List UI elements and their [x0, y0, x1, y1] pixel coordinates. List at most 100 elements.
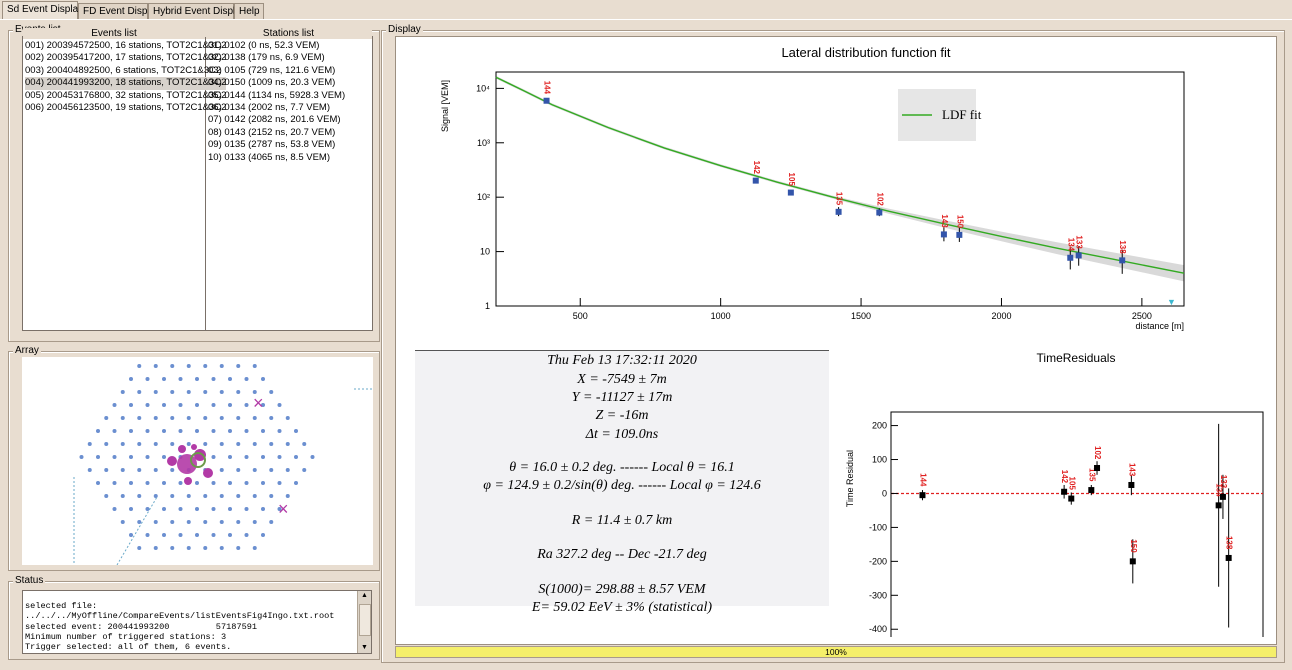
station-list-item[interactable]: 01) 0102 (0 ns, 52.3 VEM) — [208, 40, 320, 51]
station-dot — [178, 403, 183, 407]
station-dot — [153, 364, 158, 368]
station-dot — [195, 377, 199, 381]
station-dot — [219, 442, 224, 446]
station-dot — [104, 442, 109, 446]
stations-list[interactable]: 01) 0102 (0 ns, 52.3 VEM) 02) 0138 (179 n… — [206, 40, 372, 325]
x-axis-label: distance [m] — [1135, 321, 1184, 331]
event-list-item[interactable]: 002) 200395417200, 17 stations, TOT2C1&3… — [25, 52, 227, 64]
station-dot — [104, 468, 109, 472]
station-dot — [203, 416, 208, 420]
x-tick-label: 1500 — [851, 311, 871, 321]
tab-fd-event-display[interactable]: FD Event Display — [78, 3, 160, 19]
ldf-point — [1075, 252, 1082, 259]
station-dot — [137, 416, 142, 420]
station-dot — [244, 377, 249, 381]
station-dot — [252, 546, 257, 550]
residual-point-label: 134 — [1215, 483, 1224, 497]
progress-label: 100% — [825, 647, 847, 657]
station-list-item[interactable]: 07) 0142 (2082 ns, 201.6 VEM) — [208, 114, 341, 126]
tab-sd-event-display[interactable]: Sd Event Display — [2, 1, 83, 20]
ldf-point-label: 150 — [955, 215, 964, 229]
x-tick-label: 500 — [573, 311, 588, 321]
event-list-item[interactable]: 006) 200456123500, 19 stations, TOT2C1&3… — [25, 102, 227, 113]
station-dot — [219, 390, 224, 394]
ldf-point-label: 143 — [940, 214, 949, 228]
station-dot — [120, 520, 125, 524]
residual-point-label: 138 — [1225, 536, 1234, 550]
station-dot — [87, 442, 92, 446]
event-list-item[interactable]: 005) 200453176800, 32 stations, TOT2C1&3… — [25, 89, 227, 101]
status-log[interactable]: selected file: ../../../MyOffline/Compare… — [22, 590, 372, 654]
station-dot — [269, 468, 274, 472]
list-divider — [205, 37, 206, 330]
station-dot — [252, 364, 257, 368]
station-list-item[interactable]: 02) 0138 (179 ns, 6.9 VEM) — [208, 52, 325, 64]
station-dot — [252, 494, 257, 498]
events-list[interactable]: 001) 200394572500, 16 stations, TOT2C1&3… — [23, 40, 227, 325]
scroll-thumb[interactable] — [359, 604, 371, 636]
station-dot — [162, 507, 166, 511]
station-dot — [145, 455, 150, 459]
station-dot — [277, 403, 282, 407]
status-scrollbar[interactable]: ▲ ▼ — [357, 591, 371, 653]
station-dot — [145, 403, 150, 407]
station-dot — [203, 520, 208, 524]
info-dt: Δt = 109.0ns — [585, 427, 659, 442]
station-dot — [244, 507, 249, 511]
array-map[interactable]: × × — [22, 357, 373, 566]
y-axis-label: Time Residual — [845, 450, 855, 507]
station-dot — [153, 546, 158, 550]
station-list-item[interactable]: 05) 0144 (1134 ns, 5928.3 VEM) — [208, 89, 346, 101]
station-dot — [310, 455, 315, 459]
station-dot — [228, 429, 232, 433]
info-x: X = -7549 ± 7m — [577, 372, 667, 387]
tab-help[interactable]: Help — [234, 3, 264, 19]
event-list-item[interactable]: 001) 200394572500, 16 stations, TOT2C1&3… — [25, 40, 227, 51]
display-canvas[interactable]: Lateral distribution function fit 500 100… — [395, 36, 1277, 645]
ldf-point — [876, 209, 883, 216]
station-list-item[interactable]: 09) 0135 (2787 ns, 53.8 VEM) — [208, 139, 336, 151]
ldf-point — [787, 189, 794, 196]
station-dot — [112, 455, 117, 459]
station-dot — [137, 494, 142, 498]
station-dot — [162, 377, 166, 381]
station-dot — [277, 429, 282, 433]
info-date: Thu Feb 13 17:32:11 2020 — [547, 353, 697, 368]
info-z: Z = -16m — [595, 408, 649, 423]
tab-hybrid-event-display[interactable]: Hybrid Event Display — [148, 3, 246, 19]
station-dot — [145, 429, 150, 433]
station-dot — [244, 455, 249, 459]
station-dot — [269, 416, 274, 420]
status-line: selected file: — [25, 601, 98, 611]
residual-point — [1068, 495, 1075, 502]
station-list-item[interactable]: 03) 0105 (729 ns, 121.6 VEM) — [208, 64, 336, 76]
station-dot — [277, 481, 282, 485]
station-dot — [219, 468, 224, 472]
station-dot — [236, 494, 241, 498]
info-phi: φ = 124.9 ± 0.2/sin(θ) deg. ------ Local… — [483, 478, 761, 493]
station-dot — [186, 390, 191, 394]
station-list-item[interactable]: 04) 0150 (1009 ns, 20.3 VEM) — [208, 77, 336, 89]
residual-point-label: 150 — [1129, 539, 1138, 553]
event-list-item[interactable]: 003) 200404892500, 6 stations, TOT2C1&3C… — [25, 64, 222, 76]
station-list-item[interactable]: 08) 0143 (2152 ns, 20.7 VEM) — [208, 126, 336, 138]
station-dot — [162, 455, 166, 459]
station-list-item[interactable]: 10) 0133 (4065 ns, 8.5 VEM) — [208, 151, 330, 163]
ldf-point-label: 142 — [752, 161, 761, 175]
station-dot — [261, 429, 265, 433]
station-dot — [186, 494, 191, 498]
station-list-item[interactable]: 06) 0134 (2002 ns, 7.7 VEM) — [208, 102, 330, 113]
cross-icon: × — [278, 499, 289, 519]
ldf-point — [543, 97, 550, 104]
station-dot — [228, 403, 232, 407]
station-dot — [162, 403, 166, 407]
ldf-point — [752, 177, 759, 184]
station-dot — [178, 377, 183, 381]
station-dot — [244, 481, 249, 485]
station-dot — [195, 403, 199, 407]
event-list-item[interactable]: 004) 200441993200, 18 stations, TOT2C1&3… — [25, 77, 227, 90]
station-dot — [137, 442, 142, 446]
tab-bar: Sd Event Display FD Event Display Hybrid… — [0, 0, 1292, 20]
scroll-down-icon[interactable]: ▼ — [361, 644, 368, 651]
scroll-up-icon[interactable]: ▲ — [361, 592, 368, 599]
